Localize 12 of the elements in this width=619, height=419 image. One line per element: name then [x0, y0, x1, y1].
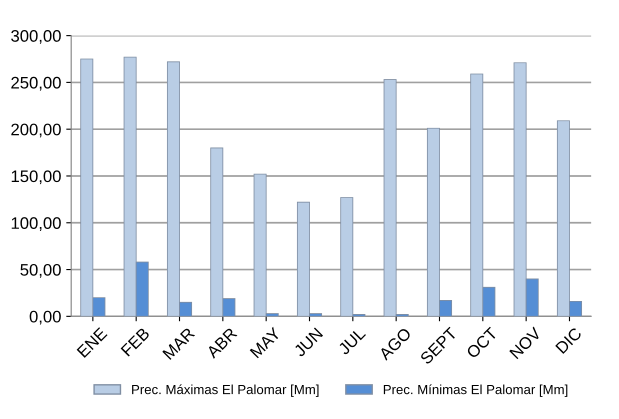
- x-tick-label: FEB: [120, 327, 150, 357]
- y-tick-label: 50,00: [20, 264, 61, 278]
- x-tick-label: JUL: [337, 326, 366, 356]
- y-tick-label: 150,00: [12, 170, 61, 184]
- y-tick-label: 300,00: [11, 30, 61, 44]
- y-tick-label: 250,00: [11, 76, 61, 91]
- y-tick-label: 200,00: [11, 124, 61, 138]
- x-tick-label: DIC: [555, 326, 582, 354]
- y-tick-label: 100,00: [12, 217, 61, 231]
- legend-label: Prec. Mínimas El Palomar [Mm]: [384, 384, 568, 397]
- y-tick-label: 0,00: [30, 310, 61, 325]
- legend-label: Prec. Máximas El Palomar [Mm]: [132, 384, 319, 397]
